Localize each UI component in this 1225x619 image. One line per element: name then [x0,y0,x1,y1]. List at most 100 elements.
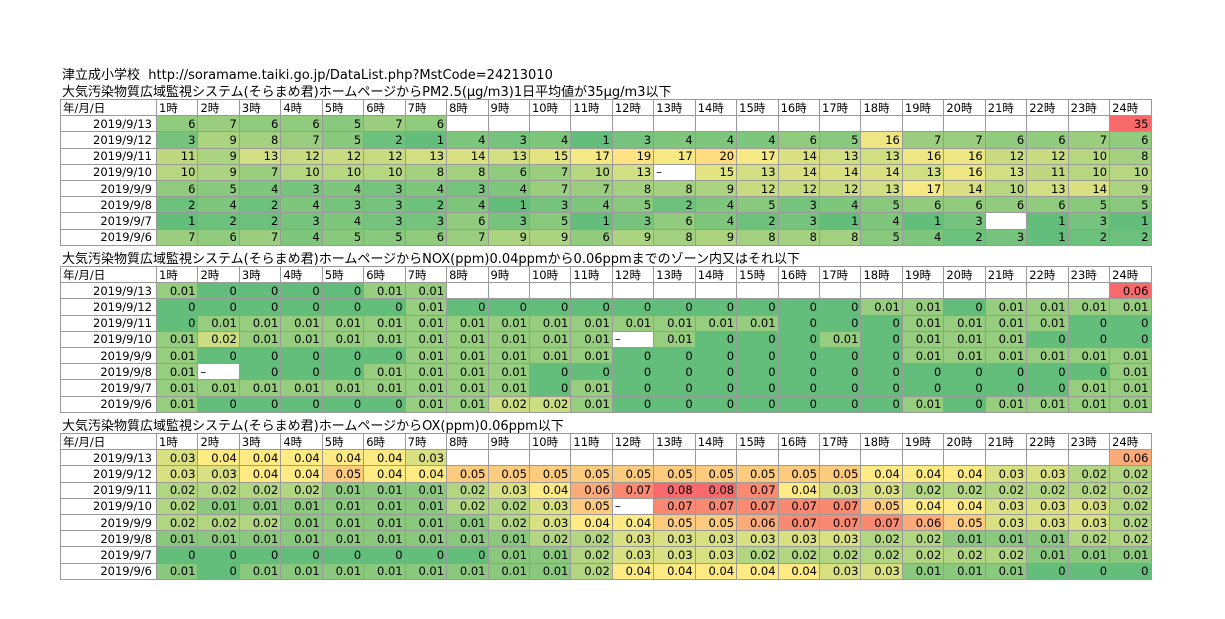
value-cell[interactable]: 7 [238,163,282,181]
hour-column-header[interactable]: 24時 [1109,265,1152,284]
value-cell[interactable]: 0.01 [446,379,489,397]
value-cell[interactable]: 0 [943,379,986,397]
value-cell[interactable]: 14 [860,163,903,181]
hour-column-header[interactable]: 11時 [570,265,613,284]
value-cell[interactable]: 12 [363,147,406,165]
value-cell[interactable]: 0.05 [653,465,696,483]
value-cell[interactable]: 0.03 [155,449,199,467]
value-cell[interactable] [777,449,821,467]
row-date-cell[interactable]: 2019/9/7 [60,379,157,397]
value-cell[interactable]: 0 [1026,330,1069,348]
value-cell[interactable]: 0.05 [570,465,613,483]
value-cell[interactable]: 0.02 [487,513,530,532]
value-cell[interactable]: 0.02 [984,546,1028,564]
value-cell[interactable]: 0 [321,282,365,300]
value-cell[interactable] [487,115,530,133]
value-cell[interactable] [901,115,945,133]
hour-column-header[interactable]: 20時 [943,98,986,117]
value-cell[interactable]: 0.02 [570,530,613,548]
value-cell[interactable]: 0 [860,363,903,381]
value-cell[interactable]: 0.01 [197,379,240,397]
hour-column-header[interactable]: 14時 [694,432,738,451]
value-cell[interactable]: 0.01 [404,314,448,332]
hour-column-header[interactable]: 21時 [984,265,1028,284]
value-cell[interactable]: 0.01 [363,497,406,515]
value-cell[interactable]: 0.02 [901,481,945,499]
value-cell[interactable]: 0.04 [238,465,282,483]
value-cell[interactable]: 0 [653,346,696,365]
value-cell[interactable]: 0.04 [404,465,448,483]
value-cell[interactable]: 0.03 [1067,513,1111,532]
value-cell[interactable]: 6 [404,115,448,133]
value-cell[interactable]: 0.03 [653,530,696,548]
value-cell[interactable]: 0.01 [238,530,282,548]
value-cell[interactable]: 14 [943,179,986,198]
value-cell[interactable]: 7 [155,228,199,246]
value-cell[interactable]: 35 [1109,115,1152,133]
value-cell[interactable]: 0 [611,298,655,316]
value-cell[interactable]: 0.01 [943,562,986,580]
value-cell[interactable]: 6 [487,163,530,181]
value-cell[interactable]: 0.05 [818,465,862,483]
hour-column-header[interactable]: 16時 [777,432,821,451]
value-cell[interactable]: 6 [777,131,821,149]
value-cell[interactable]: 0.03 [1067,497,1111,515]
value-cell[interactable]: 0.01 [487,379,530,397]
value-cell[interactable]: 0.01 [653,330,696,348]
value-cell[interactable]: 0 [280,546,323,564]
value-cell[interactable]: 0.01 [321,513,365,532]
value-cell[interactable]: 0.01 [363,481,406,499]
value-cell[interactable]: 2 [943,228,986,246]
value-cell[interactable]: 0.01 [280,513,323,532]
value-cell[interactable]: 0.01 [528,562,572,580]
value-cell[interactable]: 0.01 [404,298,448,316]
value-cell[interactable]: 14 [446,147,489,165]
value-cell[interactable]: 17 [570,147,613,165]
value-cell[interactable]: 5 [321,115,365,133]
value-cell[interactable]: 0.02 [777,546,821,564]
hour-column-header[interactable]: 7時 [404,98,448,117]
value-cell[interactable]: 1 [901,212,945,230]
value-cell[interactable]: 0 [736,298,779,316]
value-cell[interactable]: 0.03 [818,481,862,499]
value-cell[interactable]: 0.05 [487,465,530,483]
value-cell[interactable]: 5 [818,131,862,149]
value-cell[interactable]: 0.04 [280,465,323,483]
row-date-cell[interactable]: 2019/9/12 [60,465,157,483]
value-cell[interactable]: 1 [155,212,199,230]
value-cell[interactable]: 0 [238,298,282,316]
hour-column-header[interactable]: 17時 [818,265,862,284]
value-cell[interactable] [984,449,1028,467]
value-cell[interactable]: 0.01 [363,282,406,300]
hour-column-header[interactable]: 5時 [321,432,365,451]
value-cell[interactable]: 6 [404,228,448,246]
value-cell[interactable]: 0 [1026,562,1069,580]
value-cell[interactable]: 4 [487,179,530,198]
value-cell[interactable]: 0.02 [1026,481,1069,499]
value-cell[interactable]: 3 [777,196,821,214]
value-cell[interactable]: 8 [611,179,655,198]
value-cell[interactable]: 0.07 [653,497,696,515]
hour-column-header[interactable]: 3時 [238,98,282,117]
value-cell[interactable]: 4 [818,196,862,214]
value-cell[interactable] [570,115,613,133]
value-cell[interactable]: 0.01 [280,497,323,515]
value-cell[interactable]: 0.01 [901,330,945,348]
value-cell[interactable]: 0.04 [901,497,945,515]
value-cell[interactable]: 13 [1026,179,1069,198]
value-cell[interactable]: 4 [694,131,738,149]
value-cell[interactable]: 0.01 [1026,546,1069,564]
value-cell[interactable]: 0.01 [155,282,199,300]
value-cell[interactable] [694,282,738,300]
value-cell[interactable]: 3 [611,131,655,149]
value-cell[interactable]: 0.01 [1067,546,1111,564]
value-cell[interactable]: 12 [280,147,323,165]
hour-column-header[interactable]: 7時 [404,432,448,451]
value-cell[interactable]: 0.04 [611,513,655,532]
value-cell[interactable]: 0.03 [818,530,862,548]
hour-column-header[interactable]: 1時 [155,432,199,451]
value-cell[interactable] [736,449,779,467]
value-cell[interactable]: 0 [155,546,199,564]
value-cell[interactable] [901,449,945,467]
value-cell[interactable] [528,282,572,300]
